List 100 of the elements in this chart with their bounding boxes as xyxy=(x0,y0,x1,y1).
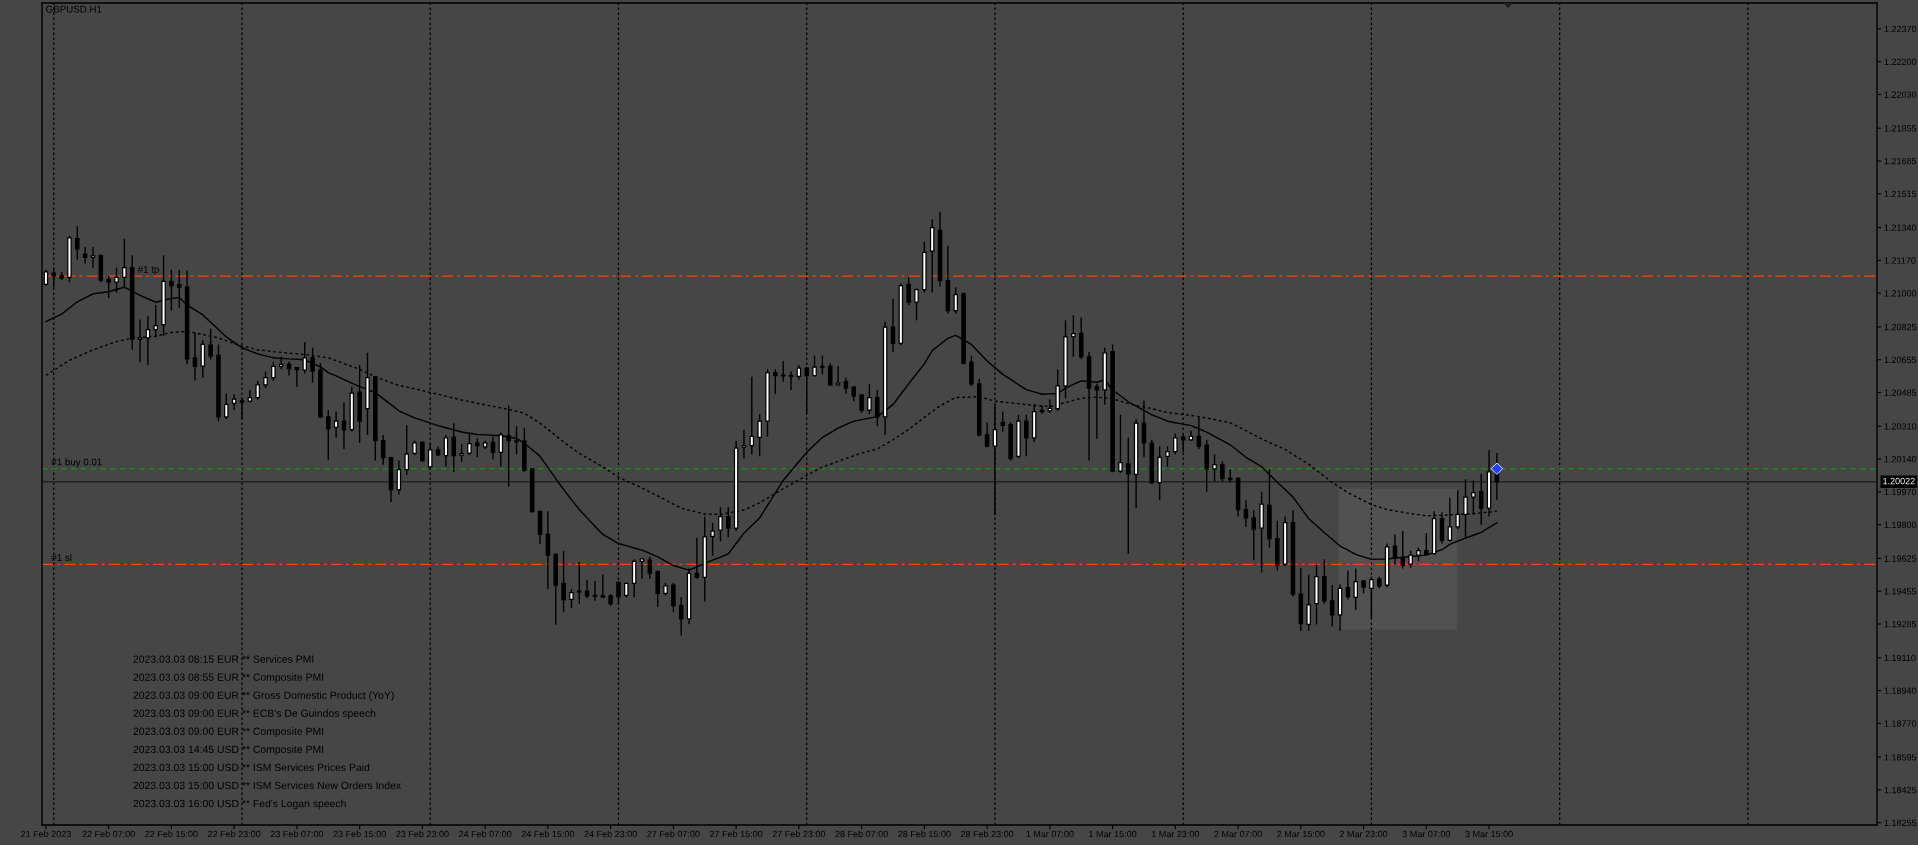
candlestick xyxy=(647,556,653,580)
candlestick xyxy=(1078,316,1084,360)
candlestick xyxy=(875,389,880,427)
candlestick xyxy=(1196,415,1202,450)
y-tick-label: 1.20485 xyxy=(1884,389,1917,396)
candlestick xyxy=(1204,439,1209,493)
y-tick-label: 1.20655 xyxy=(1884,356,1917,364)
candlestick xyxy=(341,401,347,450)
candlestick xyxy=(310,347,315,384)
annotation: 2023.03.03 08:55 EUR ** Composite PMI xyxy=(133,673,324,683)
x-tick-label: 1 Mar 23:00 xyxy=(1151,830,1200,838)
y-tick-label: 1.22200 xyxy=(1884,58,1917,66)
candlestick xyxy=(451,422,457,473)
candlestick xyxy=(780,360,786,383)
candlestick xyxy=(1306,573,1311,632)
candlestick xyxy=(1024,414,1029,458)
candlestick xyxy=(1220,460,1225,482)
x-tick-label: 22 Feb 23:00 xyxy=(208,830,261,838)
candlestick xyxy=(929,218,935,294)
y-tick-label: 1.20310 xyxy=(1884,423,1917,430)
candlestick xyxy=(498,431,504,468)
candlestick xyxy=(1055,368,1060,412)
candlestick xyxy=(82,246,88,265)
candlestick xyxy=(1118,414,1123,474)
annotation: 2023.03.03 15:00 USD ** ISM Services New Orders Index xyxy=(133,781,401,790)
y-tick-label: 1.21515 xyxy=(1884,190,1917,198)
y-tick-label: 1.19285 xyxy=(1884,620,1917,628)
candlestick xyxy=(569,588,574,609)
candlestick xyxy=(404,424,409,476)
candlestick xyxy=(773,368,778,395)
y-tick-label: 1.21170 xyxy=(1884,257,1916,264)
x-tick-label: 24 Feb 07:00 xyxy=(458,830,512,838)
ref-line-label: #1 buy 0.01 xyxy=(51,458,102,468)
x-tick-label: 24 Feb 23:00 xyxy=(584,830,637,838)
candlestick xyxy=(984,421,990,448)
y-tick-label: 1.20825 xyxy=(1884,323,1917,331)
candlestick xyxy=(906,276,911,306)
candlestick xyxy=(914,287,919,322)
annotation: 2023.03.03 09:00 EUR ** ECB's De Guindos speech xyxy=(133,709,376,720)
x-tick-label: 1 Mar 07:00 xyxy=(1026,830,1074,838)
y-tick-label: 1.18255 xyxy=(1884,819,1917,827)
candlestick xyxy=(710,522,715,557)
candlestick xyxy=(867,383,872,415)
candlestick xyxy=(545,510,551,590)
candlestick xyxy=(953,286,958,315)
candlestick xyxy=(1392,533,1398,565)
annotation: 2023.03.03 09:00 EUR ** Composite PMI xyxy=(133,727,324,738)
candlestick xyxy=(820,354,825,376)
candlestick xyxy=(475,437,480,459)
ref-line-label: #1 tp xyxy=(137,266,159,275)
y-tick-label: 1.19970 xyxy=(1884,488,1917,496)
candlestick xyxy=(655,569,660,608)
x-tick-label: 27 Feb 23:00 xyxy=(772,830,826,838)
y-tick-label: 1.21340 xyxy=(1884,224,1917,231)
y-tick-label: 1.18425 xyxy=(1884,786,1917,794)
candlestick xyxy=(576,561,582,605)
annotation: 2023.03.03 09:00 EUR ** Gross Domestic Product (YoY) xyxy=(133,691,394,701)
candlestick xyxy=(1094,383,1100,440)
y-tick-label: 1.21685 xyxy=(1884,157,1917,165)
candlestick xyxy=(420,440,425,463)
x-tick-label: 28 Feb 07:00 xyxy=(835,830,888,838)
x-tick-label: 28 Feb 23:00 xyxy=(960,830,1014,838)
x-tick-label: 2 Mar 23:00 xyxy=(1339,830,1388,838)
candlestick xyxy=(326,409,331,461)
candlestick xyxy=(1243,499,1249,528)
candlestick xyxy=(1165,445,1170,468)
y-tick-label: 1.18595 xyxy=(1884,754,1917,761)
candlestick xyxy=(1071,314,1076,358)
annotation: 2023.03.03 15:00 USD ** ISM Services Prices Paid xyxy=(133,763,370,772)
candlestick xyxy=(255,380,260,401)
candlestick xyxy=(247,389,253,404)
candlestick xyxy=(757,413,762,458)
y-tick-label: 1.19800 xyxy=(1884,521,1917,528)
candlestick xyxy=(90,246,96,269)
x-tick-label: 23 Feb 07:00 xyxy=(270,830,324,838)
ref-line-label: 1.20022 xyxy=(1883,477,1915,485)
candlestick xyxy=(592,580,598,602)
candlestick xyxy=(827,362,833,387)
y-tick-label: 1.22370 xyxy=(1884,25,1917,33)
candlestick xyxy=(678,596,684,637)
y-tick-label: 1.20140 xyxy=(1884,456,1917,463)
candlestick xyxy=(1424,532,1429,556)
candlestick xyxy=(1212,453,1217,482)
y-tick-label: 1.19455 xyxy=(1884,588,1917,595)
candlestick xyxy=(224,392,229,420)
candlestick xyxy=(1251,509,1257,561)
x-tick-label: 27 Feb 15:00 xyxy=(709,830,763,838)
candlestick xyxy=(741,429,747,460)
chart-title: GBPUSD.H1 xyxy=(46,5,102,13)
annotation: 2023.03.03 08:15 EUR ** Services PMI xyxy=(133,655,314,663)
x-tick-label: 24 Feb 15:00 xyxy=(521,830,575,838)
candlestick xyxy=(1000,410,1006,433)
x-tick-label: 3 Mar 07:00 xyxy=(1402,830,1451,838)
x-tick-label: 21 Feb 2023 xyxy=(21,830,71,838)
candlestick xyxy=(506,404,511,488)
candlestick xyxy=(1259,490,1264,574)
candlestick xyxy=(1173,432,1178,456)
candlestick xyxy=(561,550,566,613)
candlestick xyxy=(671,582,676,613)
y-tick-label: 1.18770 xyxy=(1884,720,1917,727)
